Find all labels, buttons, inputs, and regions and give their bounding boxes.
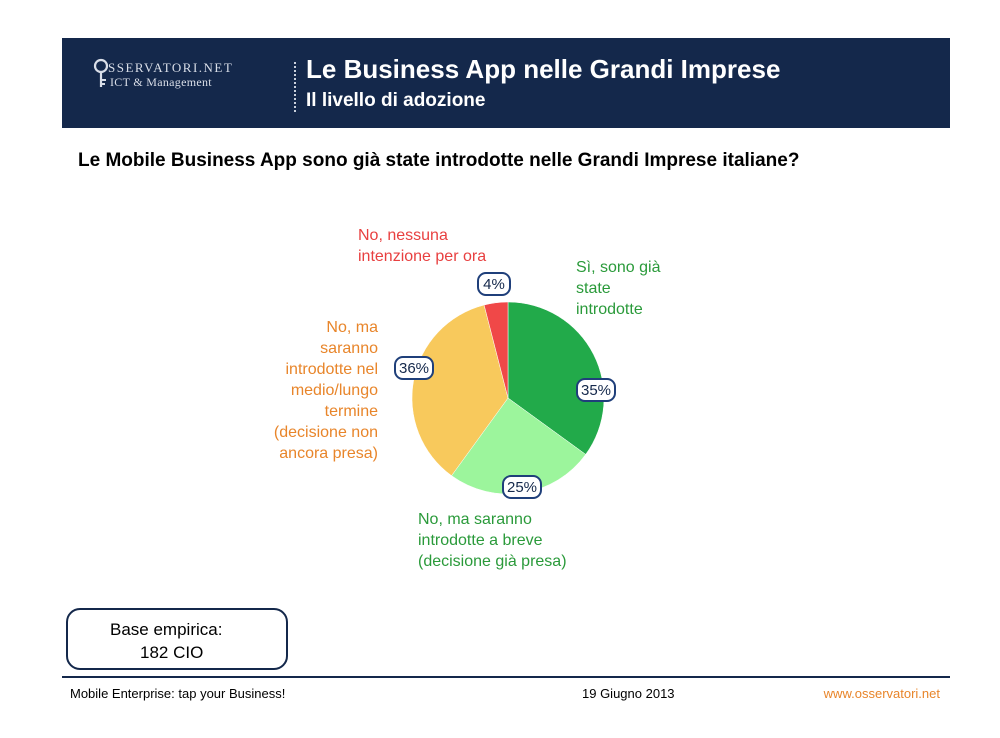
page-subtitle: Il livello di adozione [306,90,486,111]
slice-value-label: 4% [477,272,511,296]
slice-value-label: 36% [394,356,434,380]
pie-slice [507,301,605,455]
slice-category-label: Sì, sono già state introdotte [576,259,661,318]
sample-base-value: 182 CIO [140,643,204,662]
slice-value-label: 25% [502,475,542,499]
header-divider [294,62,296,112]
slice-category-label: No, nessuna intenzione per ora [358,227,486,265]
footer-website[interactable]: www.osservatori.net [823,686,940,701]
svg-text:35%: 35% [581,382,611,399]
slice-category-label: No, ma saranno introdotte a breve (decisio… [418,511,567,570]
pie-slice [411,304,509,477]
header-banner: SSERVATORI.NET ICT & Management Le Busin… [62,38,950,128]
sample-base-box: Base empirica: 182 CIO [66,608,288,670]
footer-date: 19 Giugno 2013 [582,686,675,701]
svg-text:4%: 4% [483,276,505,293]
logo-text: SSERVATORI.NET [108,60,234,75]
slice-category-label: No, ma saranno introdotte nel medio/lungo te… [274,319,378,462]
svg-text:25%: 25% [507,479,537,496]
pie-slice [483,301,509,399]
key-icon [93,58,109,87]
footer: Mobile Enterprise: tap your Business! 19… [62,676,950,701]
logo-subtext: ICT & Management [110,75,212,89]
footer-tagline: Mobile Enterprise: tap your Business! [70,686,286,701]
slice-value-label: 35% [576,378,616,402]
sample-base-label: Base empirica: [110,620,223,639]
page-title: Le Business App nelle Grandi Imprese [306,54,781,84]
svg-text:36%: 36% [399,360,429,377]
survey-question: Le Mobile Business App sono già state in… [78,150,800,171]
